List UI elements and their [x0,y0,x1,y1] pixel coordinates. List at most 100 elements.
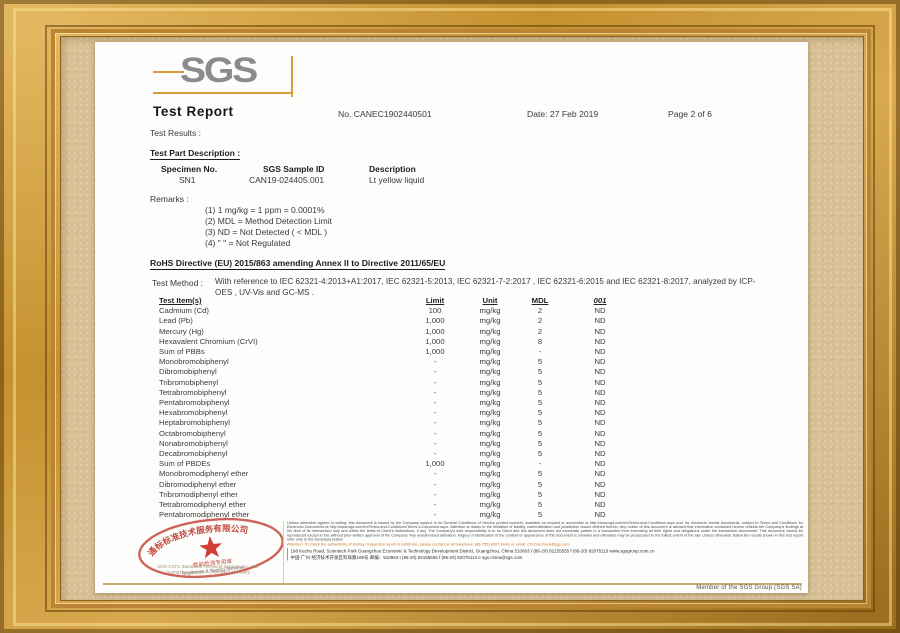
table-row: Sum of PBDEs 1,000 mg/kg - ND [155,459,635,469]
table-row: Pentabromodiphenyl ether - mg/kg 5 ND [155,510,635,520]
cell-test-item: Mercury (Hg) [159,326,204,336]
cell-limit: - [433,500,437,510]
cell-result: ND [594,336,606,346]
cell-result: ND [594,469,606,479]
cell-limit: - [433,398,437,408]
cell-result: ND [594,357,606,367]
header-limit: Limit [425,296,445,305]
cell-mdl: 5 [537,377,543,387]
cell-limit: - [433,469,437,479]
header-test-items: Test Item(s) [159,296,202,305]
remarks-label: Remarks : [150,194,189,204]
cell-limit: - [433,418,437,428]
cell-unit: mg/kg [479,347,501,357]
table-row: Mercury (Hg) 1,000 mg/kg 2 ND [155,327,635,337]
results-table-header: Test Item(s) Limit Unit MDL 001 [155,296,635,306]
cell-unit: mg/kg [479,336,501,346]
cell-mdl: 5 [537,469,543,479]
cell-test-item: Tetrabromobiphenyl [159,387,227,397]
cell-unit: mg/kg [479,367,501,377]
table-row: Tribromobiphenyl - mg/kg 5 ND [155,378,635,388]
rohs-directive-heading: RoHS Directive (EU) 2015/863 amending An… [150,258,446,270]
report-number: No. CANEC1902440501 [338,109,432,119]
cell-limit: - [433,377,437,387]
cell-limit: - [433,489,437,499]
cell-unit: mg/kg [479,357,501,367]
page-indicator: Page 2 of 6 [668,109,712,119]
cell-test-item: Tribromobiphenyl [159,377,219,387]
cell-mdl: 5 [537,418,543,428]
cell-unit: mg/kg [479,489,501,499]
header-sample-001: 001 [593,296,607,305]
remark-line: (4) " " = Not Regulated [205,238,291,248]
cell-test-item: Octabromobiphenyl [159,428,226,438]
cell-limit: - [433,367,437,377]
cell-mdl: 5 [537,367,543,377]
cell-mdl: 5 [537,449,543,459]
cell-result: ND [594,500,606,510]
test-report-page: SGS Test Report No. CANEC1902440501 Date… [95,42,808,593]
lab-address-chinese: 中国·广州·经济技术开发区科珠路198号 邮编：510663 t (86-20)… [290,554,523,560]
table-row: Tribromodiphenyl ether - mg/kg 5 ND [155,490,635,500]
table-row: Octabromobiphenyl - mg/kg 5 ND [155,429,635,439]
table-row: Hexavalent Chromium (CrVI) 1,000 mg/kg 8… [155,337,635,347]
remark-line: (1) 1 mg/kg = 1 ppm = 0.0001% [205,205,325,215]
table-row: Tetrabromobiphenyl - mg/kg 5 ND [155,388,635,398]
description-value: Lt yellow liquid [369,175,425,185]
cell-test-item: Pentabromobiphenyl [159,398,230,408]
report-date: Date: 27 Feb 2019 [527,109,599,119]
cell-unit: mg/kg [479,418,501,428]
cell-result: ND [594,479,606,489]
cell-test-item: Lead (Pb) [159,316,193,326]
table-row: Lead (Pb) 1,000 mg/kg 2 ND [155,316,635,326]
remarks-lines: (1) 1 mg/kg = 1 ppm = 0.0001% (2) MDL = M… [205,205,332,249]
cell-limit: 100 [428,306,442,316]
table-row: Decabromobiphenyl - mg/kg 5 ND [155,449,635,459]
cell-test-item: Sum of PBDEs [159,459,211,469]
cell-result: ND [594,459,606,469]
table-row: Nonabromobiphenyl - mg/kg 5 ND [155,439,635,449]
table-row: Pentabromobiphenyl - mg/kg 5 ND [155,398,635,408]
results-table: Test Item(s) Limit Unit MDL 001 Cadmium … [155,296,635,520]
cell-result: ND [594,489,606,499]
lab-address-block: 198 Kezhu Road, Scientech Park Guangzhou… [287,548,803,561]
cell-unit: mg/kg [479,428,501,438]
cell-mdl: 5 [537,357,543,367]
table-row: Monobromobiphenyl - mg/kg 5 ND [155,357,635,367]
cell-mdl: 2 [537,326,543,336]
col-sgs-sample-id: SGS Sample ID [263,164,325,174]
cell-limit: 1,000 [425,336,445,346]
cell-unit: mg/kg [479,459,501,469]
cell-result: ND [594,428,606,438]
specimen-no-value: SN1 [179,175,196,185]
cell-limit: 1,000 [425,347,445,357]
cell-limit: - [433,510,437,520]
remark-line: (2) MDL = Method Detection Limit [205,216,332,226]
cell-mdl: 5 [537,438,543,448]
cell-limit: 1,000 [425,459,445,469]
logo-accent-line-vertical [291,56,293,97]
cell-unit: mg/kg [479,469,501,479]
col-specimen-no: Specimen No. [161,164,218,174]
cell-unit: mg/kg [479,398,501,408]
cell-test-item: Dibromodiphenyl ether [159,479,237,489]
cell-limit: - [433,408,437,418]
cell-limit: 1,000 [425,326,445,336]
seal-ring [138,517,284,579]
cell-result: ND [594,367,606,377]
cell-result: ND [594,306,606,316]
sgs-sample-id-value: CAN19-024405.001 [249,175,325,185]
cell-result: ND [594,418,606,428]
cell-test-item: Hexabromobiphenyl [159,408,228,418]
cell-test-item: Cadmium (Cd) [159,306,209,316]
cell-limit: - [433,438,437,448]
cell-mdl: 2 [537,306,543,316]
cell-limit: - [433,357,437,367]
sgs-logo-text: SGS [180,51,258,90]
cell-limit: - [433,387,437,397]
cell-unit: mg/kg [479,479,501,489]
cell-unit: mg/kg [479,449,501,459]
cell-test-item: Sum of PBBs [159,347,205,357]
results-table-body: Cadmium (Cd) 100 mg/kg 2 ND Lead (Pb) 1,… [155,306,635,520]
cell-limit: - [433,479,437,489]
